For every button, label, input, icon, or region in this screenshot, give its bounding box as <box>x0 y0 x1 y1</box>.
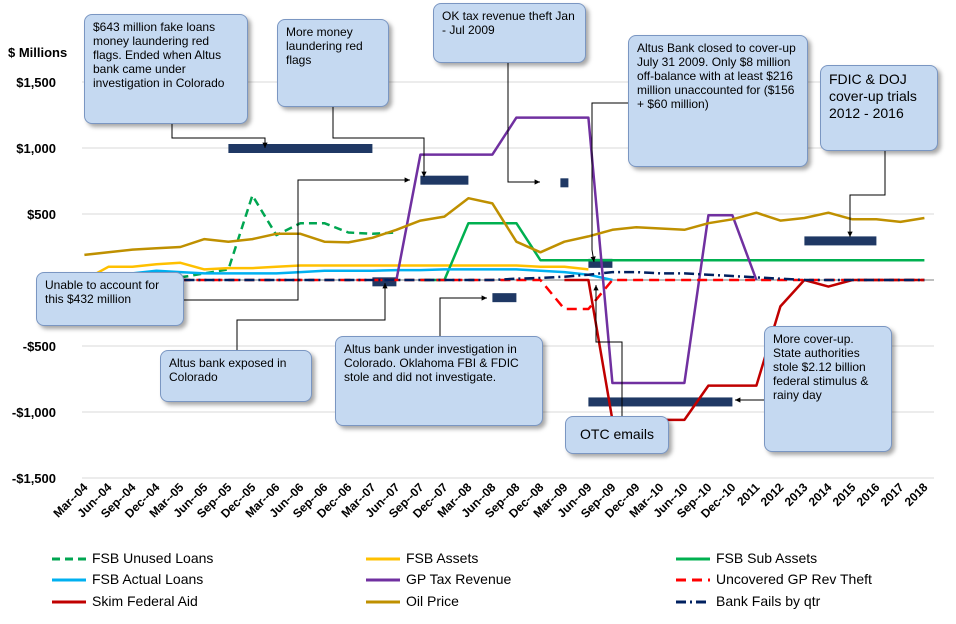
series-bank-fails-by-qtr <box>84 270 925 282</box>
y-tick-labels: $1,500 $1,000 $500 -$500 -$1,000 -$1,500 <box>12 75 56 486</box>
y-tick-label: $1,500 <box>16 75 56 90</box>
leader-arrowhead <box>847 231 853 237</box>
legend-label: Bank Fails by qtr <box>716 593 821 609</box>
legend-swatch <box>52 557 86 561</box>
callout-otc-emails: OTC emails <box>565 416 669 454</box>
annotation-bar <box>492 293 517 303</box>
legend-swatch <box>676 600 710 604</box>
legend-swatch <box>366 600 400 604</box>
callout-leaders <box>171 63 886 416</box>
series-gp-tax-revenue <box>395 116 758 385</box>
legend-label: FSB Sub Assets <box>716 550 818 566</box>
x-tick-label: 2015 <box>830 480 859 509</box>
y-tick-label: $1,000 <box>16 141 56 156</box>
x-tick-label: 2011 <box>734 480 763 509</box>
callout-leader <box>595 285 623 416</box>
legend-swatch <box>676 557 710 561</box>
annotation-bar <box>588 397 733 407</box>
legend-label: Oil Price <box>406 593 459 609</box>
y-unit-label: $ Millions <box>8 45 67 60</box>
legend-label: FSB Unused Loans <box>92 550 214 566</box>
x-tick-labels: Mar--04Jun--04Sep--04Dec--04Mar--05Jun--… <box>50 480 930 521</box>
annotation-bar <box>560 178 569 188</box>
x-tick-label: 2013 <box>782 480 811 509</box>
x-tick-label: 2017 <box>878 480 907 509</box>
legend-label: GP Tax Revenue <box>406 571 512 587</box>
leader-arrowhead <box>421 171 427 177</box>
callout-altus-exposed: Altus bank exposed in Colorado <box>160 350 312 402</box>
series-fsb-unused-loans <box>180 194 397 279</box>
y-tick-label: -$1,500 <box>12 471 56 486</box>
x-tick-label: 2018 <box>902 480 931 509</box>
y-tick-label: -$500 <box>23 339 56 354</box>
x-tick-label: 2012 <box>758 480 787 509</box>
legend-label: FSB Actual Loans <box>92 571 204 587</box>
legend-swatch <box>52 578 86 582</box>
legend-label: Uncovered GP Rev Theft <box>716 571 872 587</box>
callout-leader <box>439 297 487 336</box>
callout-fake-loans: $643 million fake loans money laundering… <box>84 14 248 124</box>
leader-arrowhead <box>404 177 410 183</box>
legend-swatch <box>52 600 86 604</box>
legend-label: Skim Federal Aid <box>92 593 198 609</box>
callout-unable-to-account: Unable to account for this $432 million <box>36 272 184 326</box>
callout-ok-tax-theft: OK tax revenue theft Jan - Jul 2009 <box>433 3 586 63</box>
x-tick-label: 2016 <box>854 480 883 509</box>
series-oil-price <box>84 196 925 257</box>
y-tick-label: $500 <box>27 207 56 222</box>
leader-arrowhead <box>590 256 596 262</box>
callout-leader <box>849 151 886 237</box>
leader-arrowhead <box>481 295 487 301</box>
callout-altus-closed: Altus Bank closed to cover-up July 31 20… <box>628 35 808 167</box>
callout-fdic-doj-trials: FDIC & DOJ cover-up trials 2012 - 2016 <box>820 65 938 151</box>
series-fsb-assets <box>83 261 589 282</box>
callout-leader <box>184 179 410 301</box>
leader-arrowhead <box>735 397 741 403</box>
series-lines <box>83 116 925 422</box>
legend-label: FSB Assets <box>406 550 479 566</box>
legend-swatch <box>366 557 400 561</box>
leader-arrowhead <box>534 179 540 185</box>
callout-more-laundering: More money laundering red flags <box>277 19 389 107</box>
y-tick-label: -$1,000 <box>12 405 56 420</box>
callout-leader <box>236 283 386 350</box>
legend-swatch <box>676 578 710 582</box>
leader-arrowhead <box>382 283 388 289</box>
legend-swatch <box>366 578 400 582</box>
annotation-bar <box>228 144 373 153</box>
leader-arrowhead <box>593 285 599 291</box>
leader-arrowhead <box>262 142 268 148</box>
annotation-bar <box>372 277 397 287</box>
callout-leader <box>591 102 628 263</box>
callout-altus-investigation: Altus bank under investigation in Colora… <box>335 336 543 426</box>
callout-leader <box>332 107 425 177</box>
annotation-bar <box>420 175 469 185</box>
x-tick-label: 2014 <box>806 480 835 509</box>
callout-more-cover-up: More cover-up. State authorities stole $… <box>764 326 892 452</box>
callout-leader <box>507 63 540 183</box>
series-fsb-actual-loans <box>84 268 613 282</box>
annotation-bar <box>804 236 877 246</box>
